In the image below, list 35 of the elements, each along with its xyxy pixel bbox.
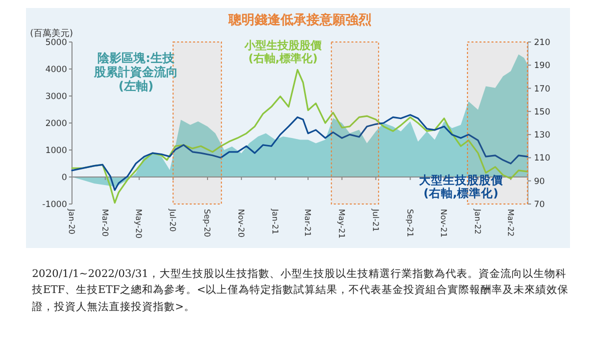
x-tick-label: Jan-21 bbox=[270, 208, 280, 234]
x-tick-label: Mar-21 bbox=[303, 209, 312, 237]
x-tick-label: Jan-22 bbox=[473, 208, 482, 234]
text: 陰影區塊:生技股累計資金流向(左軸) bbox=[92, 51, 179, 94]
x-tick-label: May-20 bbox=[134, 209, 144, 238]
x-tick-label: Nov-20 bbox=[236, 209, 246, 238]
x-tick-label: Nov-21 bbox=[439, 209, 448, 238]
text: 小型生技股股價(右軸,標準化) bbox=[243, 39, 322, 66]
y2-tick-label: 130 bbox=[534, 130, 550, 141]
x-tick-label: Sep-20 bbox=[202, 209, 212, 238]
y-tick-label: -1000 bbox=[42, 200, 67, 210]
x-tick-label: Mar-20 bbox=[100, 209, 110, 237]
y2-tick-label: 190 bbox=[534, 61, 550, 72]
y2-tick-label: 110 bbox=[534, 154, 550, 164]
x-tick-label: Jul-20 bbox=[168, 208, 178, 232]
x-tick-label: Jul-21 bbox=[370, 208, 380, 232]
y2-tick-label: 70 bbox=[534, 200, 545, 210]
y-tick-label: 5000 bbox=[45, 38, 67, 48]
y2-tick-label: 210 bbox=[534, 38, 550, 48]
series-label: 大型生技股股價(右軸,標準化) bbox=[418, 173, 504, 200]
x-tick-label: Sep-21 bbox=[405, 209, 414, 238]
y-axis-title: (百萬美元) bbox=[30, 28, 74, 39]
y-tick-label: 3000 bbox=[45, 92, 67, 102]
chart-title: 聰明錢逢低承接意願強烈 bbox=[228, 12, 372, 28]
y2-tick-label: 170 bbox=[534, 84, 550, 94]
y-tick-label: 2000 bbox=[45, 119, 67, 129]
y2-tick-label: 90 bbox=[534, 176, 545, 187]
x-tick-label: Jan-20 bbox=[67, 208, 76, 234]
x-tick-label: May-21 bbox=[336, 209, 346, 238]
y-tick-label: 4000 bbox=[45, 65, 67, 75]
y-tick-label: 0 bbox=[62, 173, 67, 183]
y-tick-label: 1000 bbox=[45, 146, 67, 156]
text: 2020/1/1~2022/03/31，大型生技股以生技指數、小型生技股以生技精選行業指數為代表。資金流向以生物科技ETF、生技ETF之總和為參考。<以上僅為特定指數試算結果，不代表基金投資組合實際報酬率及未來績效保證，投資人無法直接投資指數>。 bbox=[32, 267, 570, 315]
x-tick-label: Mar-22 bbox=[506, 209, 515, 237]
y2-tick-label: 150 bbox=[534, 107, 550, 118]
